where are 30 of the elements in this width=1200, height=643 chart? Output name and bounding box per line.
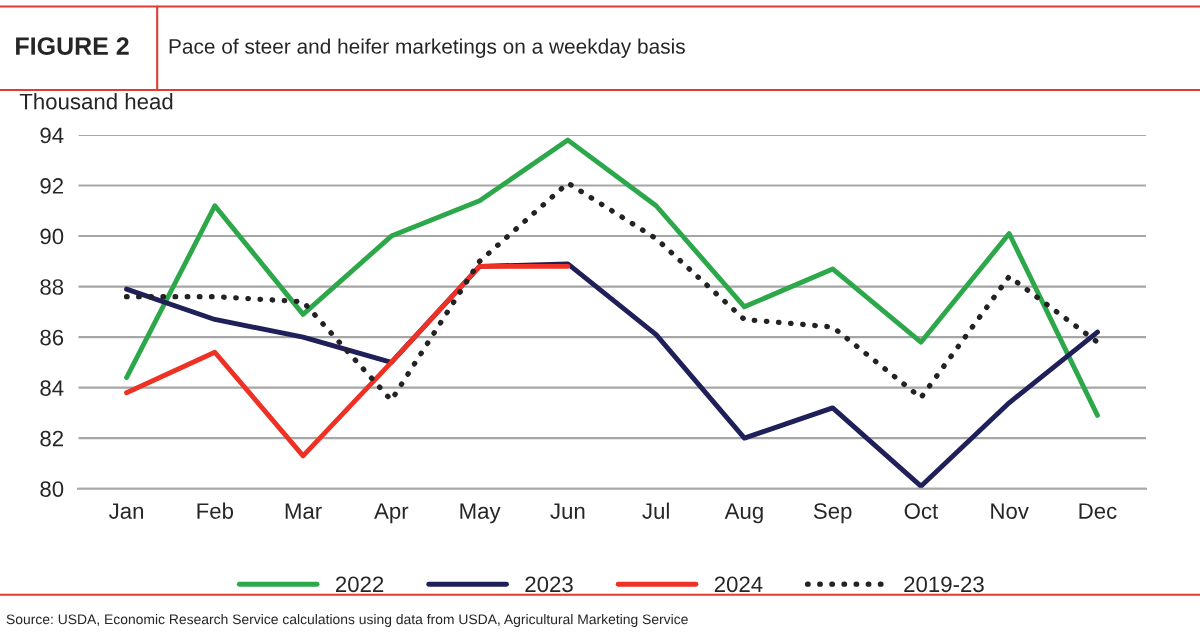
chart-subtitle: Pace of steer and heifer marketings on a weekday basis [169,38,685,58]
y-tick-label: 86 [40,329,64,346]
y-tick-label: 92 [40,178,63,194]
line-series [124,263,571,459]
x-tick-label: Feb [197,502,234,519]
x-tick-label: Apr [374,503,409,524]
y-tick-label: 82 [40,430,63,447]
legend-label: 2022 [335,576,384,593]
x-tick-label: Oct [904,503,939,519]
y-tick-label: 84 [40,380,64,396]
y-tick-label: 90 [40,228,64,245]
legend-label: 2019-23 [904,576,984,593]
x-tick-label: Mar [285,503,322,519]
x-tick-label: Jun [550,503,585,519]
source-note: Source: USDA, Economic Research Service calculations using data from USDA, Agricultural Marketing Service [6,614,688,627]
y-tick-label: 94 [40,127,64,144]
line-series [124,137,1100,418]
x-tick-label: Aug [724,503,763,524]
x-tick-label: May [460,503,501,524]
y-tick-label: 80 [40,481,64,497]
legend-label: 2023 [525,576,573,593]
y-tick-label: 88 [40,279,64,295]
x-tick-label: Jan [108,503,144,519]
chart-title: FIGURE 2 [16,37,129,55]
x-tick-label: Nov [991,503,1029,519]
x-tick-label: Dec [1079,503,1117,519]
x-tick-label: Jul [642,502,669,519]
y-axis-title: Thousand head [19,93,173,110]
x-tick-label: Sep [813,503,852,524]
legend-label: 2024 [714,576,763,593]
